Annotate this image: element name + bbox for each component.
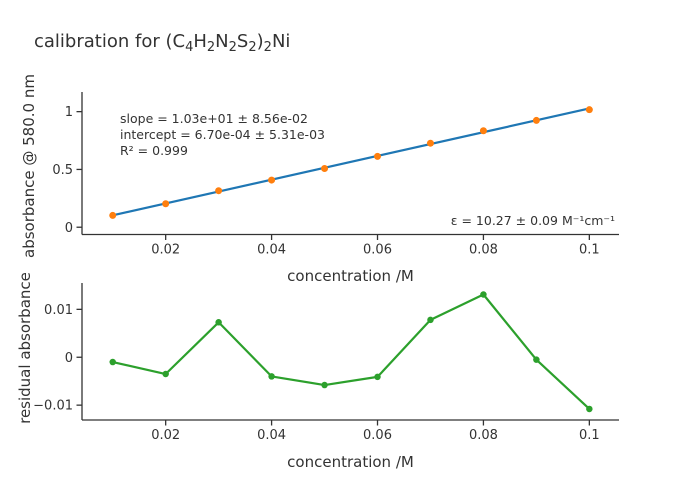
y-tick-label: 0 (65, 221, 73, 236)
x-tick-label: 0.04 (257, 428, 286, 443)
y-tick-label: 0 (65, 351, 73, 366)
r-squared-annotation: R² = 0.999 (120, 143, 188, 158)
title-text: calibration for (C (34, 31, 186, 52)
x-axis-title-residuals: concentration /M (287, 453, 414, 471)
linear-fit-line (111, 107, 591, 217)
x-tick-label: 0.04 (257, 242, 286, 257)
y-tick-label: 0.01 (44, 303, 73, 318)
x-tick-label: 0.1 (579, 428, 600, 443)
residuals-marker[interactable] (427, 316, 434, 324)
title-subscript: 2 (248, 40, 257, 55)
fit-stats-annotation: slope = 1.03e+01 ± 8.56e-02 intercept = … (120, 111, 325, 159)
title-subscript: 2 (263, 40, 272, 55)
calibration-points-marker[interactable] (321, 165, 329, 173)
residuals-marker[interactable] (321, 381, 328, 389)
title-text: ) (256, 31, 264, 52)
calibration-points-marker[interactable] (215, 187, 223, 195)
title-text: S (236, 31, 249, 52)
residuals-marker[interactable] (109, 358, 116, 366)
calibration-points-marker[interactable] (162, 200, 170, 208)
x-tick-label: 0.02 (151, 428, 180, 443)
calibration-points-marker[interactable] (585, 106, 593, 114)
calibration-points-marker[interactable] (532, 116, 540, 124)
residuals-marker[interactable] (215, 319, 222, 326)
residuals-marker[interactable] (586, 405, 593, 413)
y-tick-label: 0.5 (52, 163, 73, 178)
calibration-points-marker[interactable] (268, 176, 276, 184)
calibration-points-marker[interactable] (479, 127, 487, 135)
x-tick-label: 0.08 (469, 428, 498, 443)
y-axis-title-residual: residual absorbance (16, 272, 34, 424)
residuals-marker[interactable] (480, 291, 487, 298)
epsilon-annotation: ε = 10.27 ± 0.09 M⁻¹cm⁻¹ (450, 213, 615, 228)
title-text: H (193, 31, 207, 52)
x-axis-title-calibration: concentration /M (287, 267, 414, 285)
y-axis-title-absorbance: absorbance @ 580.0 nm (20, 74, 38, 258)
title-subscript: 2 (206, 40, 216, 55)
title-subscript: 4 (185, 40, 194, 55)
residuals-marker[interactable] (268, 373, 275, 380)
residuals-marker[interactable] (374, 373, 381, 381)
residuals-plot: 0.02 0.04 0.06 0.08 0.1 −0.01 0 0.01 (33, 283, 619, 443)
y-tick-label: −0.01 (33, 399, 73, 414)
y-tick-label: 1 (65, 105, 73, 120)
intercept-annotation: intercept = 6.70e-04 ± 5.31e-03 (120, 127, 325, 142)
x-tick-label: 0.06 (363, 428, 392, 443)
calibration-points-marker[interactable] (109, 211, 117, 219)
x-tick-label: 0.08 (469, 242, 498, 257)
calibration-points-marker[interactable] (374, 152, 382, 160)
x-tick-label: 0.1 (579, 242, 600, 257)
calibration-points-marker[interactable] (426, 139, 434, 147)
residuals-marker[interactable] (533, 356, 540, 363)
title-subscript: 2 (228, 40, 237, 55)
residuals-marker[interactable] (162, 370, 169, 378)
title-text: N (215, 31, 229, 52)
figure-title: calibration for (C4H2N2S2)2Ni (34, 31, 291, 55)
x-tick-label: 0.06 (363, 242, 392, 257)
residuals-line (111, 293, 591, 411)
x-tick-label: 0.02 (151, 242, 180, 257)
slope-annotation: slope = 1.03e+01 ± 8.56e-02 (120, 111, 308, 126)
title-text: Ni (271, 31, 291, 52)
calibration-plot: 0.02 0.04 0.06 0.08 0.1 0 0.5 1 (52, 92, 619, 257)
